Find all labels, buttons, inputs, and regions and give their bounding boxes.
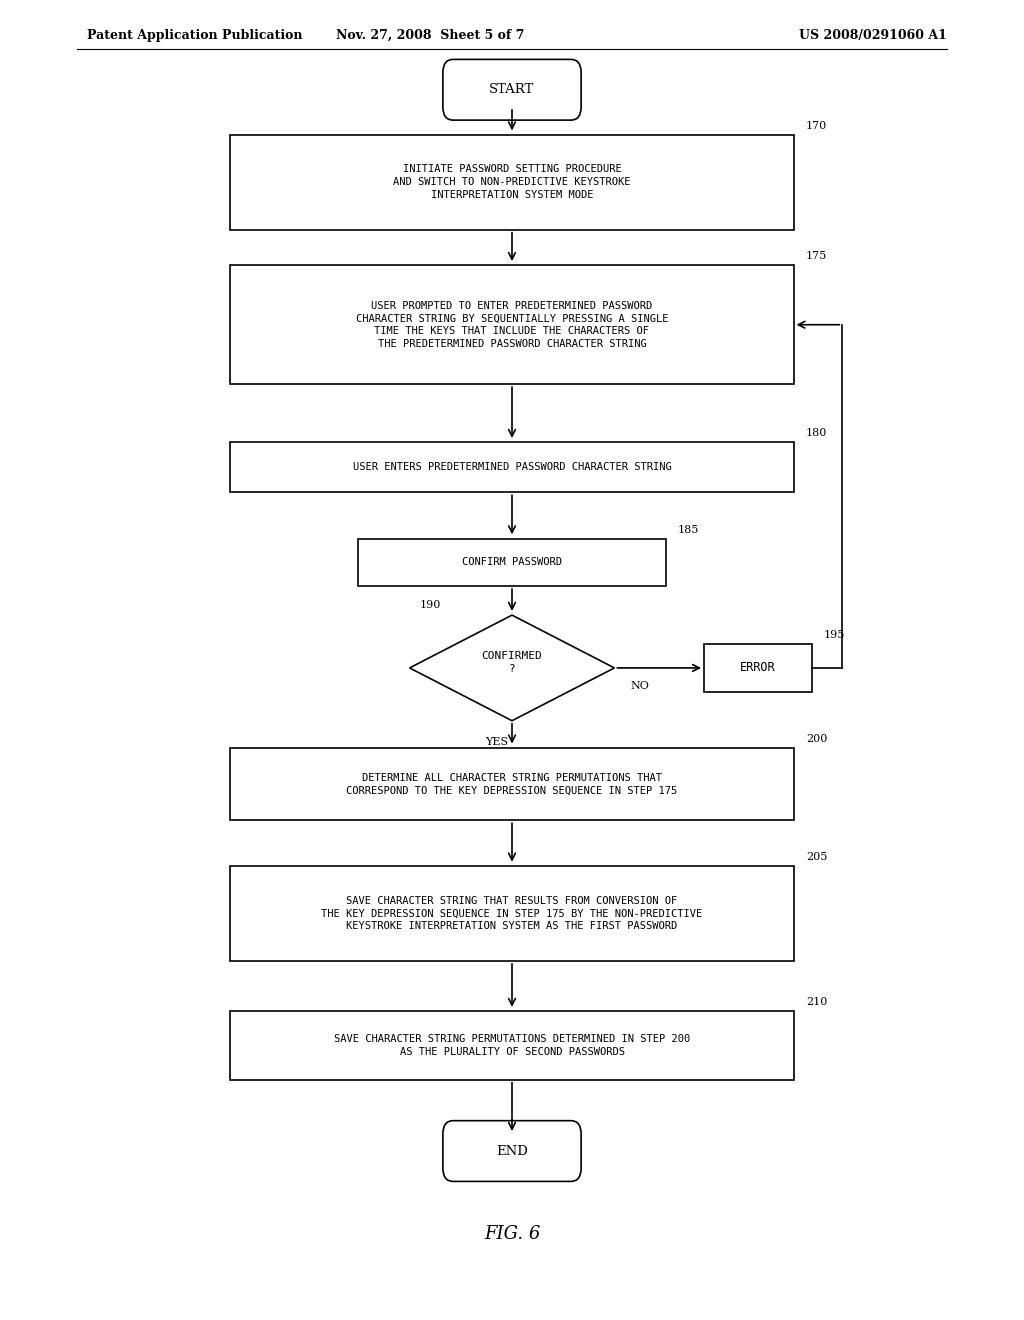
FancyBboxPatch shape <box>442 1121 582 1181</box>
Text: Nov. 27, 2008  Sheet 5 of 7: Nov. 27, 2008 Sheet 5 of 7 <box>336 29 524 42</box>
Text: DETERMINE ALL CHARACTER STRING PERMUTATIONS THAT
CORRESPOND TO THE KEY DEPRESSIO: DETERMINE ALL CHARACTER STRING PERMUTATI… <box>346 772 678 796</box>
Text: 180: 180 <box>806 428 827 438</box>
Bar <box>705 644 811 692</box>
Text: SAVE CHARACTER STRING THAT RESULTS FROM CONVERSION OF
THE KEY DEPRESSION SEQUENC: SAVE CHARACTER STRING THAT RESULTS FROM … <box>322 896 702 931</box>
Text: USER ENTERS PREDETERMINED PASSWORD CHARACTER STRING: USER ENTERS PREDETERMINED PASSWORD CHARA… <box>352 462 672 473</box>
Bar <box>230 265 794 384</box>
Bar <box>230 866 794 961</box>
FancyBboxPatch shape <box>442 59 582 120</box>
Bar <box>230 135 794 230</box>
Text: 200: 200 <box>806 734 827 743</box>
Text: 190: 190 <box>420 599 441 610</box>
Text: CONFIRM PASSWORD: CONFIRM PASSWORD <box>462 557 562 568</box>
Text: US 2008/0291060 A1: US 2008/0291060 A1 <box>799 29 946 42</box>
Bar <box>230 442 794 492</box>
Bar <box>230 1011 794 1080</box>
Text: SAVE CHARACTER STRING PERMUTATIONS DETERMINED IN STEP 200
AS THE PLURALITY OF SE: SAVE CHARACTER STRING PERMUTATIONS DETER… <box>334 1034 690 1057</box>
Bar <box>358 539 666 586</box>
Text: START: START <box>489 83 535 96</box>
Text: 195: 195 <box>823 630 845 640</box>
Text: NO: NO <box>631 681 649 692</box>
Text: END: END <box>496 1144 528 1158</box>
Text: 175: 175 <box>806 251 827 261</box>
Text: 185: 185 <box>678 524 699 535</box>
Text: ERROR: ERROR <box>740 661 775 675</box>
Polygon shape <box>410 615 614 721</box>
Bar <box>230 747 794 820</box>
Text: YES: YES <box>485 737 508 747</box>
Text: 210: 210 <box>806 997 827 1007</box>
Text: INITIATE PASSWORD SETTING PROCEDURE
AND SWITCH TO NON-PREDICTIVE KEYSTROKE
INTER: INITIATE PASSWORD SETTING PROCEDURE AND … <box>393 165 631 199</box>
Text: CONFIRMED
?: CONFIRMED ? <box>481 652 543 673</box>
Text: USER PROMPTED TO ENTER PREDETERMINED PASSWORD
CHARACTER STRING BY SEQUENTIALLY P: USER PROMPTED TO ENTER PREDETERMINED PAS… <box>355 301 669 348</box>
Text: 170: 170 <box>806 120 827 131</box>
Text: 205: 205 <box>806 851 827 862</box>
Text: Patent Application Publication: Patent Application Publication <box>87 29 302 42</box>
Text: FIG. 6: FIG. 6 <box>483 1225 541 1243</box>
